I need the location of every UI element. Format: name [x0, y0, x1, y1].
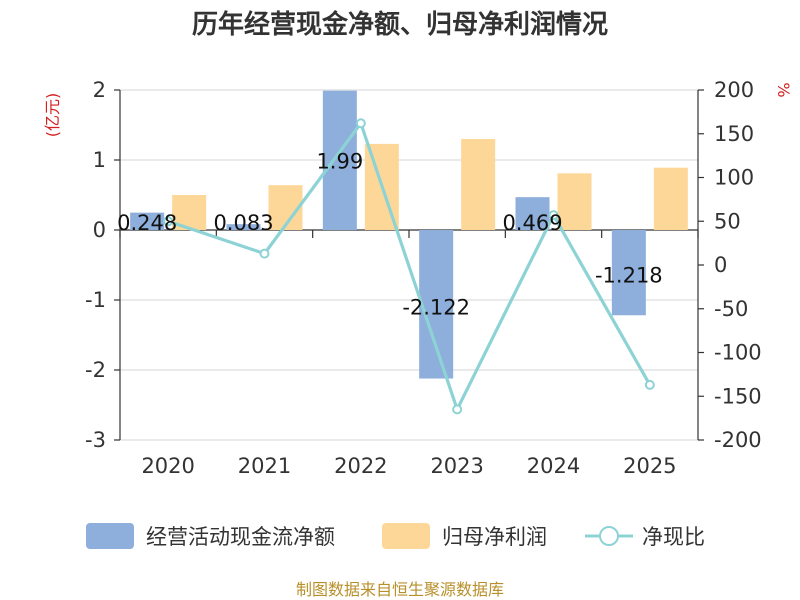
- cash-flow-label: 1.99: [316, 150, 363, 174]
- legend: 经营活动现金流净额 归母净利润 净现比: [86, 523, 705, 549]
- left-tick-label: 2: [93, 78, 106, 102]
- chart-title: 历年经营现金净额、归母净利润情况: [192, 9, 608, 40]
- cash-flow-label: 0.248: [117, 211, 177, 235]
- legend-swatch-net-profit: [382, 523, 430, 549]
- ratio-line: [163, 118, 655, 415]
- ratio-point: [548, 210, 559, 221]
- ratio-line-path: [167, 121, 652, 411]
- data-labels: 0.248 0.083 1.99 -2.122 0.469 -1.218: [117, 150, 663, 320]
- cash-flow-bar: [130, 212, 165, 230]
- legend-label-net-profit: 归母净利润: [442, 525, 547, 549]
- legend-label-cash-flow: 经营活动现金流净额: [146, 525, 335, 549]
- category-label: 2024: [527, 454, 580, 478]
- ratio-point: [355, 118, 366, 129]
- category-label: 2022: [334, 454, 387, 478]
- left-tick-label: -2: [85, 358, 106, 382]
- cash-flow-label: 0.469: [502, 211, 562, 235]
- left-tick-label: 1: [93, 148, 106, 172]
- cash-flow-label: 0.083: [213, 211, 273, 235]
- right-axis-unit: %: [774, 82, 793, 97]
- right-tick-label: 50: [714, 209, 741, 233]
- left-tick-label: 0: [93, 218, 106, 242]
- source-note: 制图数据来自恒生聚源数据库: [296, 580, 504, 599]
- legend-label-ratio: 净现比: [642, 525, 705, 549]
- legend-marker-ratio: [599, 526, 619, 546]
- ratio-point: [644, 379, 655, 390]
- gridlines: [120, 89, 698, 441]
- ratio-point: [163, 216, 174, 227]
- cash-flow-label: -1.218: [595, 264, 663, 288]
- right-tick-label: 0: [714, 253, 727, 277]
- category-label: 2025: [623, 454, 676, 478]
- left-axis-unit: (亿元): [43, 93, 62, 138]
- category-label: 2021: [238, 454, 291, 478]
- right-tick-label: -100: [714, 341, 762, 365]
- right-tick-label: -200: [714, 428, 762, 452]
- ratio-point: [259, 248, 270, 259]
- cash-flow-bar: [515, 197, 550, 230]
- net-profit-bar: [557, 173, 592, 230]
- cash-flow-label: -2.122: [402, 295, 470, 319]
- right-tick-label: 100: [714, 166, 754, 190]
- category-label: 2020: [141, 454, 194, 478]
- ratio-point: [452, 404, 463, 415]
- right-tick-label: 200: [714, 78, 754, 102]
- net-profit-bar: [461, 139, 496, 230]
- right-tick-label: -50: [714, 297, 748, 321]
- cash-flow-bar: [419, 230, 454, 379]
- cash-flow-bar: [226, 224, 261, 230]
- left-tick-label: -3: [85, 428, 106, 452]
- left-tick-label: -1: [85, 288, 106, 312]
- right-tick-label: -150: [714, 384, 762, 408]
- net-profit-bar: [653, 167, 688, 230]
- category-label: 2023: [430, 454, 483, 478]
- axes: 2 1 0 -1 -2 -3 200 150 100 50 0 -50 -100 -150 -200 2020…: [85, 78, 762, 478]
- cash-flow-bar: [322, 90, 357, 230]
- cash-flow-bar: [611, 230, 646, 316]
- right-tick-label: 150: [714, 122, 754, 146]
- legend-swatch-cash-flow: [86, 523, 134, 549]
